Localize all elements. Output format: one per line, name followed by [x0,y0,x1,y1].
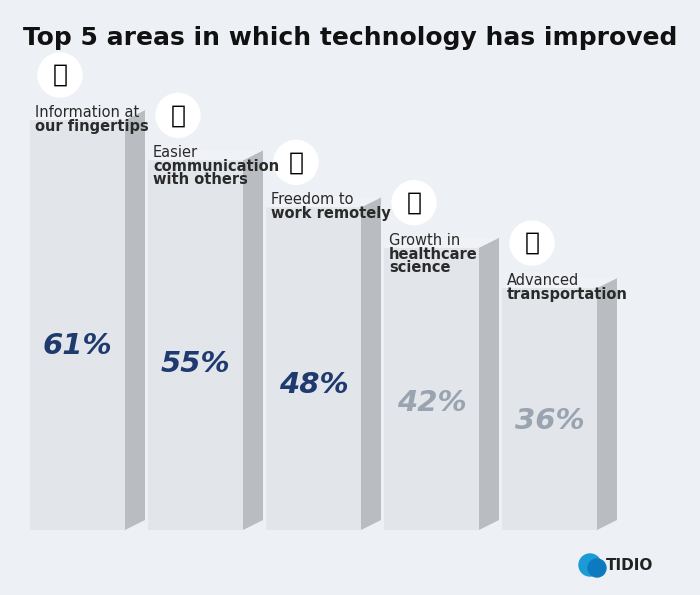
Polygon shape [243,151,263,530]
Polygon shape [502,278,617,288]
Text: TIDIO: TIDIO [606,558,653,572]
Text: 🚌: 🚌 [524,231,540,255]
Polygon shape [502,288,597,530]
Circle shape [392,181,436,225]
Circle shape [579,554,601,576]
Text: science: science [389,259,451,275]
Circle shape [588,559,606,577]
Text: 48%: 48% [279,371,349,399]
Polygon shape [266,208,361,530]
Text: communication: communication [153,159,279,174]
Text: Growth in: Growth in [389,233,461,248]
Circle shape [274,140,318,184]
Text: our fingertips: our fingertips [35,119,148,134]
Polygon shape [266,198,381,208]
Polygon shape [148,160,243,530]
Text: Freedom to: Freedom to [271,192,354,208]
Circle shape [38,53,82,97]
Text: 61%: 61% [43,331,112,359]
Text: transportation: transportation [507,287,628,302]
Polygon shape [148,151,263,160]
Polygon shape [125,110,145,530]
Text: work remotely: work remotely [271,206,391,221]
Text: 42%: 42% [397,389,466,417]
Circle shape [510,221,554,265]
Polygon shape [30,110,145,120]
Text: 💬: 💬 [171,104,186,127]
Text: Easier: Easier [153,145,198,160]
Polygon shape [30,120,125,530]
Polygon shape [479,238,499,530]
Text: Top 5 areas in which technology has improved: Top 5 areas in which technology has impr… [23,26,677,50]
Text: Information at: Information at [35,105,139,120]
Circle shape [156,93,200,137]
Polygon shape [597,278,617,530]
Text: with others: with others [153,173,248,187]
Text: 👆: 👆 [52,63,67,87]
Polygon shape [384,238,499,248]
Text: Advanced: Advanced [507,273,580,288]
Polygon shape [361,198,381,530]
Text: 55%: 55% [161,350,230,378]
Text: healthcare: healthcare [389,247,477,262]
Text: 🏥: 🏥 [407,191,421,215]
Text: 💻: 💻 [288,151,304,174]
Polygon shape [384,248,479,530]
Text: 36%: 36% [514,407,584,435]
